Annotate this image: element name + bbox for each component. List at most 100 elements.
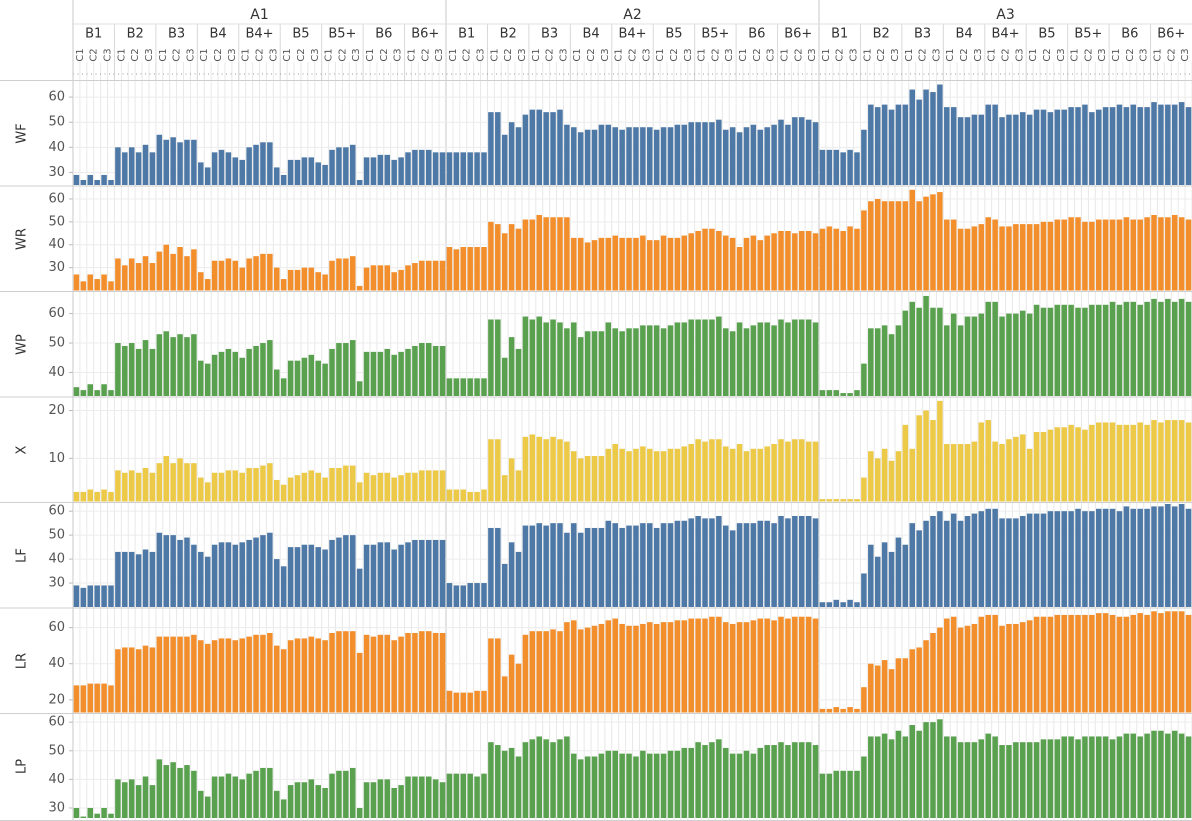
bar xyxy=(923,89,929,185)
subgroup-label: B1 xyxy=(85,27,102,42)
bar xyxy=(902,201,909,291)
bar xyxy=(515,756,522,818)
bar xyxy=(495,224,501,291)
bar xyxy=(1144,424,1150,502)
bar xyxy=(847,393,853,396)
bar xyxy=(398,475,404,502)
bar xyxy=(660,622,667,713)
bar xyxy=(591,625,598,713)
bar xyxy=(198,477,204,502)
bar xyxy=(819,499,826,502)
bar xyxy=(640,523,646,607)
bar xyxy=(156,334,163,396)
bar xyxy=(204,167,211,185)
bar xyxy=(149,152,156,185)
bar xyxy=(1061,614,1067,713)
bar xyxy=(384,779,391,818)
bar xyxy=(94,179,100,185)
bar xyxy=(446,489,453,502)
bar xyxy=(1185,301,1192,396)
subsubgroup-label: C1 xyxy=(406,48,417,61)
bar xyxy=(854,499,860,502)
bar xyxy=(1006,439,1012,502)
bar xyxy=(847,770,853,818)
bar xyxy=(1151,102,1157,185)
subsubgroup-label: C2 xyxy=(89,48,100,61)
bar xyxy=(557,109,563,185)
subsubgroup-label: C1 xyxy=(738,48,749,61)
bar xyxy=(267,632,273,713)
bar xyxy=(1075,307,1081,396)
bar xyxy=(743,523,750,607)
bar xyxy=(343,631,349,713)
bar xyxy=(336,147,342,185)
bar xyxy=(757,322,764,396)
subsubgroup-label: C1 xyxy=(1111,48,1122,61)
bar xyxy=(798,616,805,713)
bar xyxy=(1130,104,1137,185)
bar xyxy=(122,152,128,185)
bar xyxy=(280,378,287,396)
bar xyxy=(73,274,80,291)
bar xyxy=(964,228,971,291)
bar xyxy=(508,747,515,818)
subgroup-label: B6+ xyxy=(411,27,439,42)
bar xyxy=(488,638,494,713)
bar xyxy=(978,224,985,291)
bar xyxy=(135,348,142,396)
bar xyxy=(923,640,929,713)
subsubgroup-label: C1 xyxy=(324,48,335,61)
bar xyxy=(191,544,197,607)
subsubgroup-label: C1 xyxy=(531,48,542,61)
bar xyxy=(1123,616,1130,713)
bar xyxy=(1109,739,1116,818)
bar xyxy=(128,258,135,291)
bar xyxy=(1151,611,1157,713)
bar xyxy=(902,658,909,713)
bar xyxy=(833,390,840,396)
subsubgroup-label: C3 xyxy=(890,48,901,61)
bar xyxy=(1130,301,1137,396)
bar xyxy=(1109,508,1116,607)
bar xyxy=(1020,310,1026,396)
bar xyxy=(550,112,556,185)
subsubgroup-label: C3 xyxy=(434,48,445,61)
bar xyxy=(267,767,273,818)
bar xyxy=(280,566,287,607)
bar xyxy=(453,152,460,185)
bar xyxy=(294,782,301,818)
bar xyxy=(1047,511,1054,607)
bar xyxy=(446,247,453,291)
bar xyxy=(992,301,998,396)
bar xyxy=(702,618,708,713)
bar xyxy=(702,745,708,818)
bar xyxy=(232,260,239,291)
bar xyxy=(826,708,833,713)
bar xyxy=(716,119,722,185)
bar xyxy=(1095,736,1102,818)
bar xyxy=(315,472,321,502)
bar xyxy=(805,119,812,185)
bar xyxy=(184,537,190,607)
bar xyxy=(135,649,142,713)
bar xyxy=(191,463,197,502)
y-tick-label: 60 xyxy=(48,306,65,321)
bar xyxy=(363,634,370,713)
bar xyxy=(1082,429,1088,502)
bar xyxy=(115,343,121,396)
bar xyxy=(985,508,991,607)
subgroup-label: B4 xyxy=(209,27,226,42)
bar xyxy=(854,390,860,396)
bar xyxy=(1020,112,1026,185)
bar xyxy=(481,583,487,607)
bar xyxy=(1040,221,1047,291)
bar xyxy=(674,750,681,818)
bar xyxy=(177,247,183,291)
bar xyxy=(1082,221,1088,291)
bar xyxy=(1178,102,1185,185)
bar xyxy=(1123,217,1130,291)
bar xyxy=(508,122,515,185)
bar xyxy=(501,357,508,396)
bar xyxy=(184,463,190,502)
y-tick-label: 50 xyxy=(48,528,65,543)
